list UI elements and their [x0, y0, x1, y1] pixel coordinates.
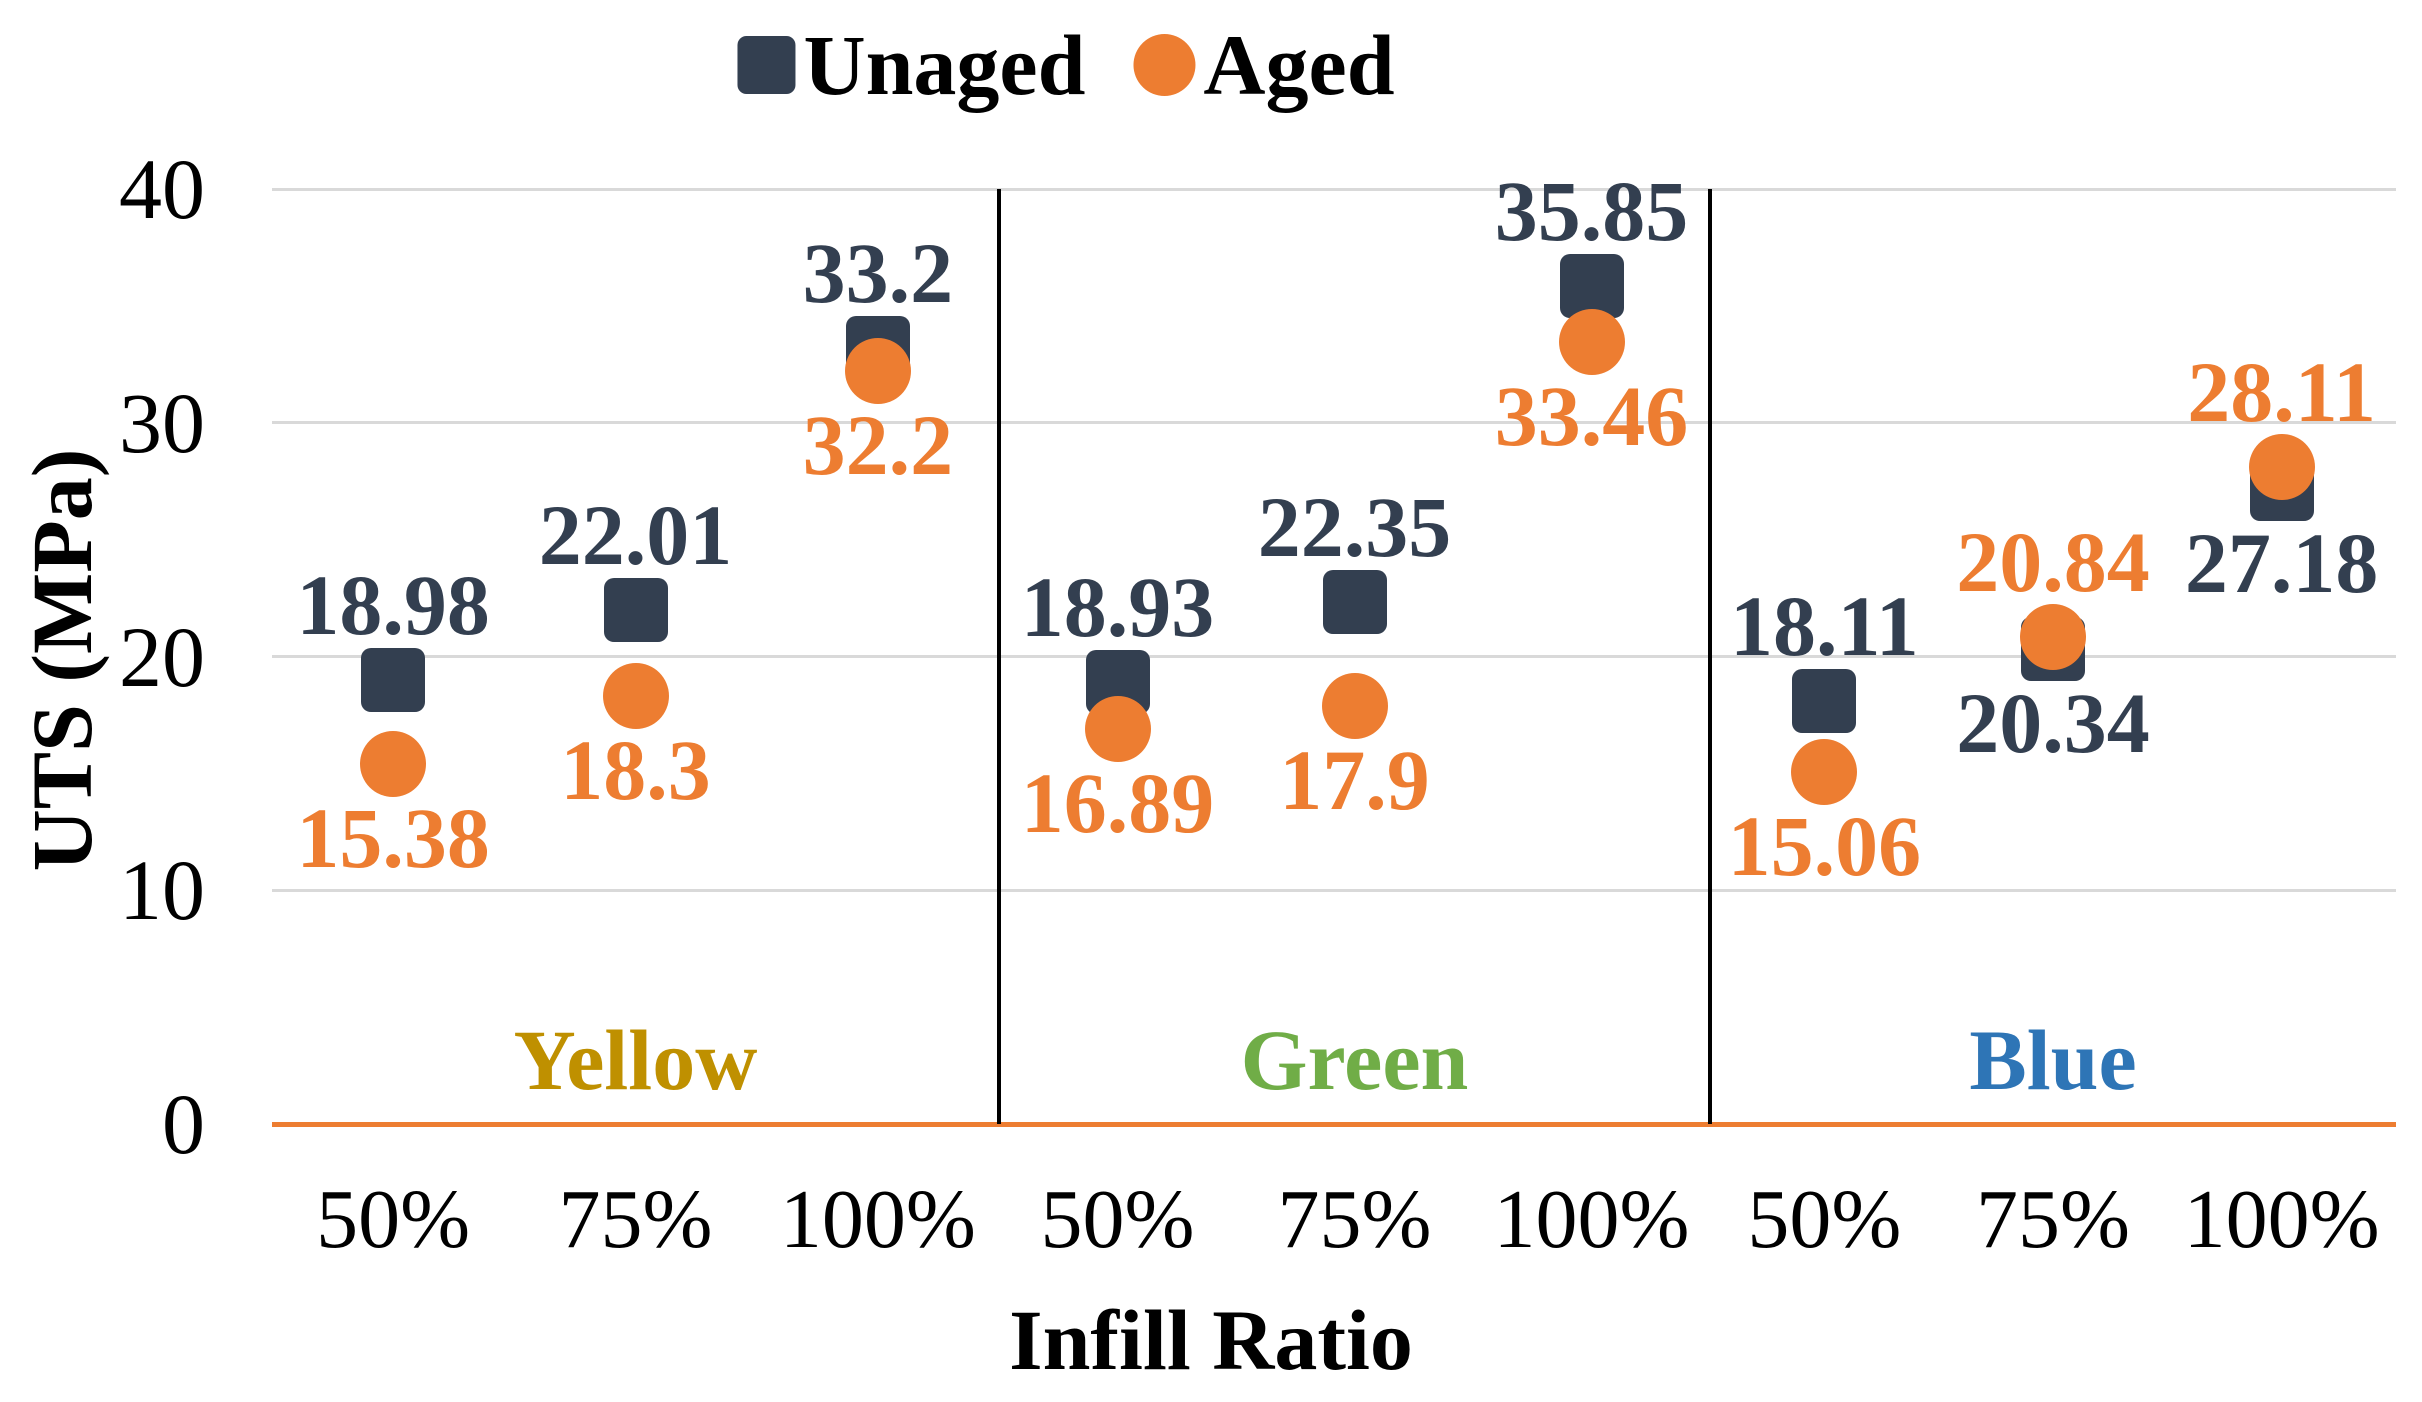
value-label-unaged: 35.85 [1494, 163, 1689, 259]
x-axis-title: Infill Ratio [1009, 1292, 1413, 1388]
y-tick-label: 20 [119, 608, 205, 705]
legend: Unaged Aged [737, 12, 1395, 118]
marker-aged-blue-75% [2020, 603, 2086, 670]
marker-unaged-green-100% [1559, 254, 1624, 318]
value-label-aged: 15.06 [1727, 797, 1922, 894]
marker-unaged-green-75% [1322, 569, 1387, 634]
marker-aged-green-75% [1321, 672, 1388, 739]
x-tick-label: 50% [316, 1173, 471, 1266]
x-tick-label: 100% [779, 1173, 976, 1266]
marker-unaged-blue-50% [1792, 668, 1857, 733]
marker-unaged-yellow-50% [361, 648, 426, 713]
gridline [272, 655, 2396, 658]
x-tick-label: 75% [1277, 1173, 1432, 1266]
legend-label-aged: Aged [1203, 17, 1395, 113]
value-label-unaged: 22.01 [538, 486, 733, 583]
value-label-aged: 18.3 [560, 722, 711, 819]
marker-aged-yellow-75% [602, 663, 669, 730]
value-label-aged: 17.9 [1279, 731, 1430, 828]
marker-aged-green-100% [1558, 308, 1625, 375]
value-label-aged: 15.38 [296, 790, 490, 887]
marker-aged-blue-50% [1791, 738, 1858, 805]
x-tick-label: 100% [1493, 1173, 1690, 1266]
x-axis-line [272, 1121, 2396, 1127]
x-tick-label: 75% [1976, 1173, 2130, 1266]
x-tick-label: 100% [2183, 1173, 2380, 1266]
value-label-unaged: 27.18 [2184, 514, 2379, 611]
y-tick-label: 10 [119, 842, 205, 939]
y-tick-label: 40 [119, 141, 205, 237]
value-label-aged: 16.89 [1020, 755, 1215, 852]
marker-unaged-yellow-75% [603, 577, 668, 642]
value-label-aged: 28.11 [2187, 343, 2377, 440]
x-tick-label: 50% [1040, 1173, 1195, 1266]
marker-aged-yellow-100% [844, 338, 911, 405]
legend-marker-aged-icon [1133, 34, 1196, 96]
marker-aged-yellow-50% [360, 731, 427, 798]
section-label-blue: Blue [1969, 1012, 2137, 1108]
value-label-unaged: 22.35 [1257, 478, 1452, 575]
legend-marker-unaged-icon [737, 36, 796, 94]
gridline [272, 421, 2396, 425]
value-label-aged: 32.2 [802, 397, 954, 494]
value-label-unaged: 33.2 [802, 224, 954, 321]
value-label-aged: 33.46 [1494, 367, 1689, 464]
value-label-unaged: 18.11 [1729, 577, 1919, 674]
section-label-yellow: Yellow [513, 1012, 758, 1108]
section-divider [997, 189, 1001, 1124]
legend-label-unaged: Unaged [803, 17, 1086, 113]
section-divider [1708, 189, 1712, 1124]
value-label-aged: 20.84 [1956, 513, 2150, 610]
gridline [272, 187, 2396, 191]
x-tick-label: 50% [1747, 1173, 1902, 1266]
marker-aged-blue-100% [2248, 433, 2315, 500]
value-label-unaged: 20.34 [1956, 674, 2150, 771]
y-tick-label: 0 [162, 1076, 205, 1172]
value-label-unaged: 18.98 [296, 557, 490, 654]
gridline [272, 888, 2396, 892]
marker-aged-green-50% [1084, 696, 1151, 763]
x-tick-label: 75% [558, 1173, 713, 1266]
value-label-unaged: 18.93 [1020, 558, 1215, 655]
section-label-green: Green [1240, 1012, 1469, 1108]
y-tick-label: 30 [119, 374, 205, 471]
